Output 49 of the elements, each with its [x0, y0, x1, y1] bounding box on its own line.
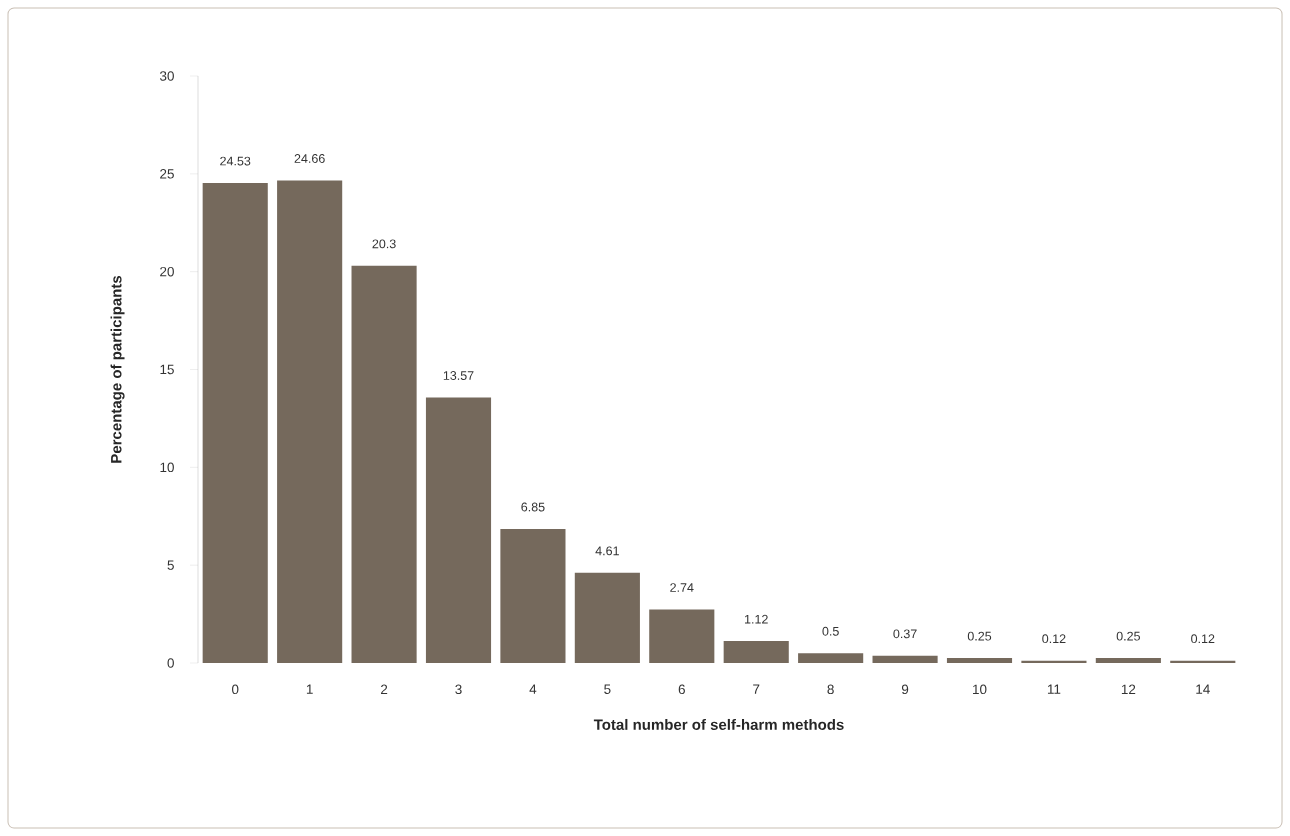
- x-tick-label: 11: [1047, 684, 1061, 694]
- data-label: 0.37: [893, 629, 917, 639]
- y-tick-label: 25: [160, 169, 174, 179]
- bar: [425, 397, 492, 663]
- x-tick-label: 10: [973, 684, 987, 695]
- data-label: 0.12: [1042, 634, 1066, 644]
- data-label: 0.12: [1191, 634, 1215, 644]
- data-label: 0.5: [822, 626, 839, 636]
- data-label: 4.61: [595, 546, 619, 556]
- data-label: 1.12: [745, 614, 768, 624]
- y-tick-label: 20: [160, 266, 174, 277]
- data-label: 24.66: [294, 154, 325, 163]
- data-label: 2.74: [670, 583, 694, 592]
- x-tick-label: 9: [901, 684, 909, 695]
- data-label: 0.25: [967, 631, 992, 641]
- x-tick-label: 0: [232, 684, 239, 695]
- x-tick-label: 7: [753, 684, 760, 694]
- bar: [277, 180, 343, 663]
- bar: [202, 183, 268, 663]
- bar: [798, 653, 864, 663]
- bar: [574, 572, 640, 663]
- bar: [351, 265, 417, 663]
- x-tick-label: 4: [529, 684, 537, 694]
- x-axis-title: Total number of self-harm methods: [593, 718, 844, 730]
- x-tick-label: 5: [604, 684, 611, 694]
- bar: [649, 609, 715, 663]
- x-tick-label: 3: [455, 684, 462, 695]
- x-tick-label: 14: [1196, 684, 1210, 694]
- y-tick-label: 15: [160, 364, 174, 375]
- y-tick-label: 10: [160, 462, 174, 473]
- x-tick-label: 2: [381, 684, 388, 694]
- data-label: 24.53: [220, 156, 251, 166]
- x-tick-label: 12: [1121, 684, 1136, 694]
- y-tick-label: 0: [167, 658, 174, 668]
- y-tick-label: 5: [167, 560, 174, 570]
- bar: [872, 655, 938, 663]
- data-label: 0.25: [1116, 631, 1140, 641]
- x-tick-label: 1: [306, 684, 313, 694]
- data-label: 13.57: [443, 371, 474, 380]
- bar: [1095, 658, 1161, 663]
- y-tick-label: 30: [159, 71, 174, 81]
- bar: [500, 528, 566, 663]
- bar: [946, 658, 1013, 663]
- data-label: 20.3: [372, 239, 396, 249]
- data-label: 6.85: [521, 502, 545, 512]
- y-axis-title: Percentage of participants: [110, 275, 125, 463]
- bar: [723, 641, 789, 663]
- x-tick-label: 6: [678, 684, 685, 695]
- x-tick-label: 8: [827, 684, 834, 695]
